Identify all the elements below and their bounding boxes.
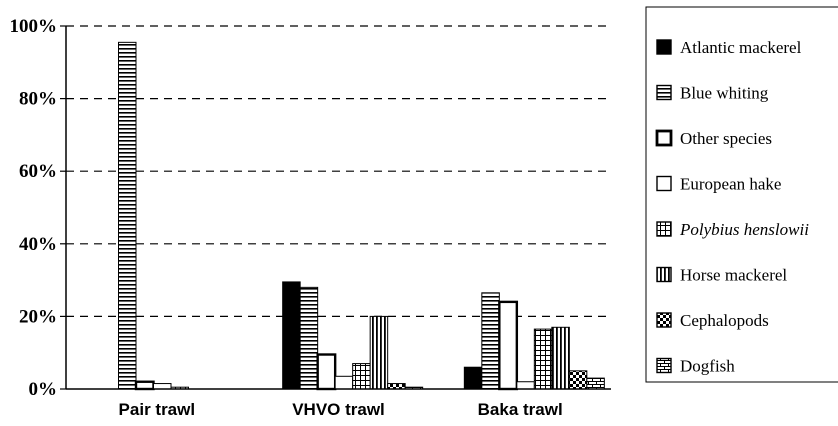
bar-atlantic-mackerel-baka-trawl — [463, 366, 483, 390]
bar-european-hake-baka-trawl — [516, 381, 535, 390]
legend-label: Other species — [680, 129, 772, 148]
category-label: Pair trawl — [119, 400, 196, 419]
y-axis-ticks: 0% 20% 40% 60% 80% 100% — [10, 16, 66, 400]
bar-blue-whiting-baka-trawl — [481, 292, 500, 390]
bar-european-hake-vhvo-trawl — [334, 375, 354, 390]
bar-other-species-pair-trawl — [134, 380, 155, 391]
gridlines — [66, 25, 611, 317]
y-tick-label: 20% — [19, 306, 57, 327]
legend: Atlantic mackerel Blue whiting Other speci… — [645, 6, 838, 383]
legend-swatch — [656, 221, 672, 237]
legend-label: Atlantic mackerel — [680, 38, 802, 57]
y-tick-label: 60% — [19, 161, 57, 182]
category-labels: Pair trawl VHVO trawl Baka trawl — [119, 400, 563, 419]
legend-label: Cephalopods — [680, 311, 769, 330]
legend-swatch — [656, 266, 672, 283]
bar-dogfish-baka-trawl — [586, 377, 605, 390]
bar-blue-whiting-pair-trawl — [118, 41, 137, 390]
bar-horse-mackerel-vhvo-trawl — [369, 315, 389, 390]
bar-other-species-baka-trawl — [498, 300, 519, 391]
bar-cephalopods-vhvo-trawl — [387, 383, 406, 390]
bar-atlantic-mackerel-vhvo-trawl — [282, 281, 301, 390]
category-label: VHVO trawl — [292, 400, 385, 419]
legend-label: Horse mackerel — [680, 266, 787, 285]
legend-label: Polybius henslowii — [679, 220, 809, 239]
legend-swatch — [655, 129, 673, 147]
category-label: Baka trawl — [478, 400, 563, 419]
y-tick-label: 80% — [19, 89, 57, 110]
bar-european-hake-pair-trawl — [153, 383, 172, 390]
y-tick-label: 100% — [10, 16, 58, 37]
axes — [65, 26, 611, 390]
y-tick-label: 0% — [29, 379, 58, 400]
bar-polybius-henslowii-vhvo-trawl — [352, 363, 371, 390]
legend-swatch — [656, 39, 672, 55]
legend-swatch — [656, 175, 672, 192]
bar-blue-whiting-vhvo-trawl — [299, 286, 319, 390]
bar-polybius-henslowii-baka-trawl — [533, 328, 553, 390]
legend-swatch — [656, 357, 672, 374]
bars — [118, 41, 605, 391]
legend-label: European hake — [680, 175, 781, 194]
bar-cephalopods-baka-trawl — [568, 370, 588, 390]
y-tick-label: 40% — [19, 234, 57, 255]
legend-swatch — [656, 84, 672, 101]
bar-horse-mackerel-baka-trawl — [551, 326, 570, 390]
bar-other-species-vhvo-trawl — [316, 353, 337, 391]
legend-swatch — [656, 312, 672, 328]
legend-label: Blue whiting — [680, 84, 769, 103]
legend-box — [645, 6, 838, 383]
legend-label: Dogfish — [680, 357, 735, 376]
